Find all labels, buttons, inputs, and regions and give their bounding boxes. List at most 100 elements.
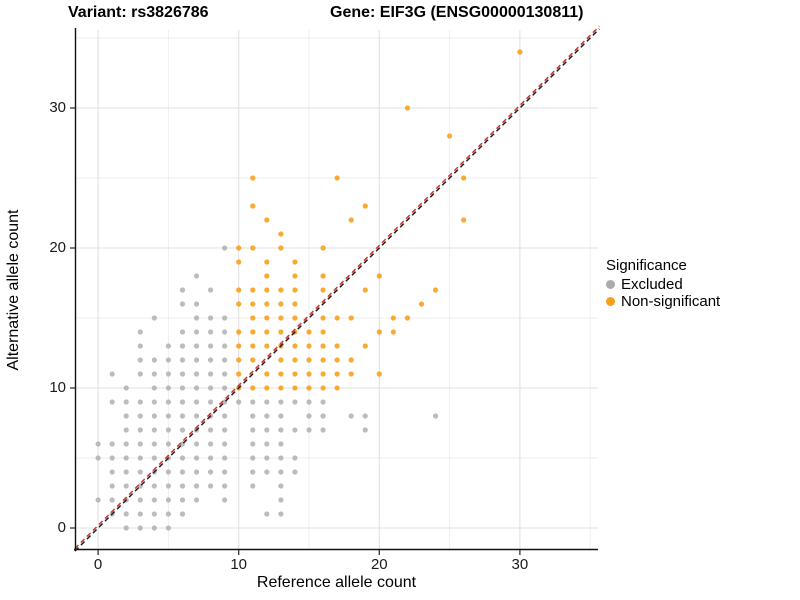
data-point bbox=[165, 385, 171, 391]
data-point bbox=[236, 329, 242, 335]
data-point bbox=[348, 357, 354, 363]
data-point bbox=[193, 273, 200, 279]
data-point bbox=[236, 245, 242, 251]
data-point bbox=[222, 329, 228, 335]
data-point bbox=[264, 427, 270, 433]
data-point bbox=[348, 413, 354, 419]
data-point bbox=[179, 385, 186, 391]
data-point bbox=[137, 413, 143, 419]
data-point bbox=[222, 427, 228, 433]
data-point bbox=[137, 525, 143, 531]
data-point bbox=[278, 427, 284, 433]
data-point bbox=[278, 497, 284, 503]
data-point bbox=[193, 301, 200, 307]
legend-title: Significance bbox=[606, 257, 687, 274]
data-point bbox=[165, 371, 171, 377]
data-point bbox=[222, 343, 228, 349]
data-point bbox=[207, 357, 214, 363]
data-point bbox=[151, 483, 157, 489]
data-point bbox=[320, 357, 326, 363]
data-point bbox=[334, 315, 340, 321]
data-point bbox=[123, 399, 129, 405]
data-point bbox=[292, 301, 298, 307]
data-point bbox=[109, 371, 115, 377]
data-point bbox=[165, 399, 171, 405]
data-point bbox=[292, 371, 298, 377]
legend-key-dot-icon bbox=[606, 280, 615, 289]
data-point bbox=[278, 399, 284, 405]
data-point bbox=[123, 413, 129, 419]
data-point bbox=[109, 455, 115, 461]
data-point bbox=[179, 357, 186, 363]
data-point bbox=[137, 329, 143, 335]
data-point bbox=[207, 287, 214, 293]
data-point bbox=[137, 427, 143, 433]
data-point bbox=[264, 511, 270, 517]
data-point bbox=[179, 469, 186, 475]
data-point bbox=[123, 511, 129, 517]
y-tick-label: 0 bbox=[57, 519, 66, 536]
data-point bbox=[207, 427, 214, 433]
data-point bbox=[404, 315, 411, 321]
data-point bbox=[193, 455, 200, 461]
data-point bbox=[193, 497, 200, 503]
data-point bbox=[179, 287, 186, 293]
identity-line-red bbox=[74, 25, 600, 550]
data-point bbox=[348, 371, 354, 377]
data-point bbox=[109, 483, 115, 489]
y-tick-label: 20 bbox=[49, 239, 66, 256]
data-point bbox=[250, 385, 256, 391]
data-point bbox=[236, 399, 242, 405]
legend-item: Excluded bbox=[606, 276, 720, 293]
data-point bbox=[151, 525, 157, 531]
data-point bbox=[362, 203, 368, 209]
legend: Significance Excluded Non-significant bbox=[606, 257, 720, 310]
data-point bbox=[306, 329, 312, 335]
data-point bbox=[278, 287, 284, 293]
data-point bbox=[320, 399, 326, 405]
data-point bbox=[278, 231, 284, 237]
data-point bbox=[222, 469, 228, 475]
x-tick-label: 20 bbox=[370, 556, 388, 573]
data-point bbox=[278, 301, 284, 307]
data-point bbox=[264, 399, 270, 405]
data-point bbox=[109, 441, 115, 447]
data-point bbox=[250, 329, 256, 335]
data-point bbox=[278, 245, 284, 251]
data-point bbox=[461, 175, 467, 181]
data-point bbox=[250, 469, 256, 475]
data-point bbox=[179, 371, 186, 377]
data-point bbox=[278, 483, 284, 489]
data-point bbox=[250, 483, 256, 489]
data-point bbox=[278, 315, 284, 321]
data-point bbox=[151, 357, 157, 363]
data-point bbox=[278, 357, 284, 363]
data-point bbox=[207, 385, 214, 391]
data-point bbox=[362, 287, 368, 293]
gene-title: Gene: EIF3G (ENSG00000130811) bbox=[330, 4, 584, 21]
data-point bbox=[292, 259, 298, 265]
data-point bbox=[250, 315, 256, 321]
data-point bbox=[207, 371, 214, 377]
data-point bbox=[123, 441, 129, 447]
data-point bbox=[207, 343, 214, 349]
data-point bbox=[165, 511, 171, 517]
data-point bbox=[264, 315, 270, 321]
data-point bbox=[95, 497, 101, 503]
data-point bbox=[376, 329, 382, 335]
data-point bbox=[264, 259, 270, 265]
data-point bbox=[222, 245, 228, 251]
data-point bbox=[264, 329, 270, 335]
data-point bbox=[250, 441, 256, 447]
x-axis-label: Reference allele count bbox=[256, 574, 417, 591]
data-point bbox=[207, 315, 214, 321]
data-point bbox=[222, 315, 228, 321]
data-point bbox=[278, 371, 284, 377]
x-tick-label: 0 bbox=[93, 556, 103, 573]
data-point bbox=[264, 413, 270, 419]
data-point bbox=[222, 413, 228, 419]
data-point bbox=[222, 483, 228, 489]
data-point bbox=[236, 301, 242, 307]
data-point bbox=[179, 329, 186, 335]
